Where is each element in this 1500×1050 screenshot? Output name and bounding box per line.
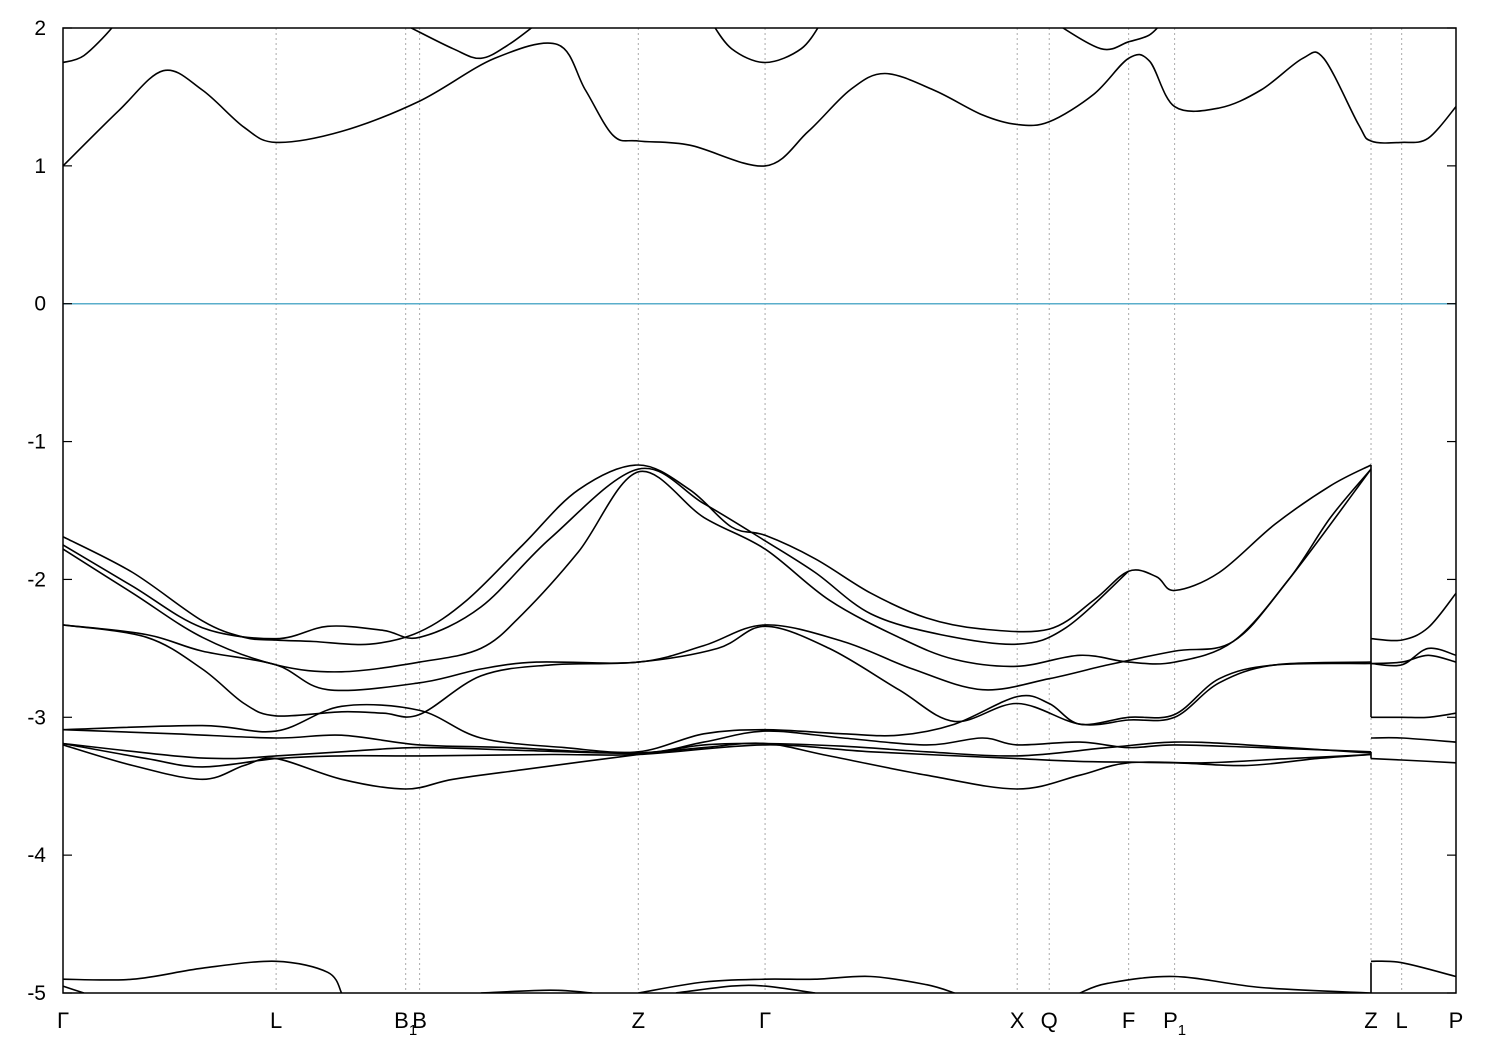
- band-line: [63, 662, 1372, 754]
- xtick-label: P1: [1163, 1008, 1186, 1039]
- y-axis-ticks: 2 1 0 -1 -2 -3 -4 -5: [27, 17, 1456, 1005]
- band-line: [63, 42, 1456, 167]
- band-line: [480, 989, 593, 993]
- ytick-label: 2: [34, 17, 46, 40]
- xtick-label: F: [1122, 1008, 1135, 1033]
- band-line: [1061, 28, 1159, 51]
- band-line: [638, 975, 955, 993]
- xtick-label: L: [270, 1008, 282, 1033]
- band-line: [1370, 960, 1456, 978]
- xtick-label: Z: [1364, 1008, 1377, 1033]
- band-line: [63, 741, 1372, 760]
- band-line: [63, 985, 85, 993]
- band-line: [1370, 592, 1456, 642]
- band-line: [1079, 975, 1372, 993]
- band-line: [675, 984, 816, 993]
- ytick-label: -1: [27, 431, 46, 454]
- band-line: [63, 464, 1372, 646]
- xtick-label: L: [1396, 1008, 1408, 1033]
- xtick-label: P: [1449, 1008, 1464, 1033]
- band-line: [63, 28, 113, 64]
- kpoint-grid-lines: [275, 28, 1403, 993]
- band-line: [63, 960, 343, 993]
- ytick-label: 0: [34, 293, 46, 316]
- ytick-label: -5: [27, 982, 46, 1005]
- ytick-label: -4: [27, 844, 46, 867]
- band-line: [63, 468, 1372, 692]
- ytick-label: -3: [27, 706, 46, 729]
- band-line: [1370, 757, 1456, 764]
- xtick-label: Γ: [57, 1008, 69, 1033]
- xtick-label: B1: [394, 1008, 417, 1039]
- xtick-label: Γ: [759, 1008, 771, 1033]
- band-line: [410, 28, 533, 60]
- band-line: [63, 742, 1372, 790]
- ytick-label: 1: [34, 155, 46, 178]
- band-line: [1370, 647, 1456, 667]
- band-line: [63, 468, 1372, 673]
- band-line: [1370, 712, 1456, 719]
- plot-frame: [62, 27, 1457, 994]
- band-line: [1370, 736, 1456, 743]
- band-line: [63, 728, 1372, 755]
- band-line: [63, 624, 1372, 726]
- band-line: [63, 467, 1130, 646]
- xtick-label: Q: [1041, 1008, 1058, 1033]
- band-line: [1370, 654, 1456, 665]
- xtick-label: B: [412, 1008, 427, 1033]
- x-axis-ticks: Γ L B1B Z Γ X Q F P1 Z L P: [57, 1008, 1463, 1039]
- xtick-label: Z: [632, 1008, 645, 1033]
- ytick-label: -2: [27, 568, 46, 591]
- band-line: [714, 28, 819, 64]
- xtick-label: X: [1010, 1008, 1025, 1033]
- band-series: [63, 28, 1456, 993]
